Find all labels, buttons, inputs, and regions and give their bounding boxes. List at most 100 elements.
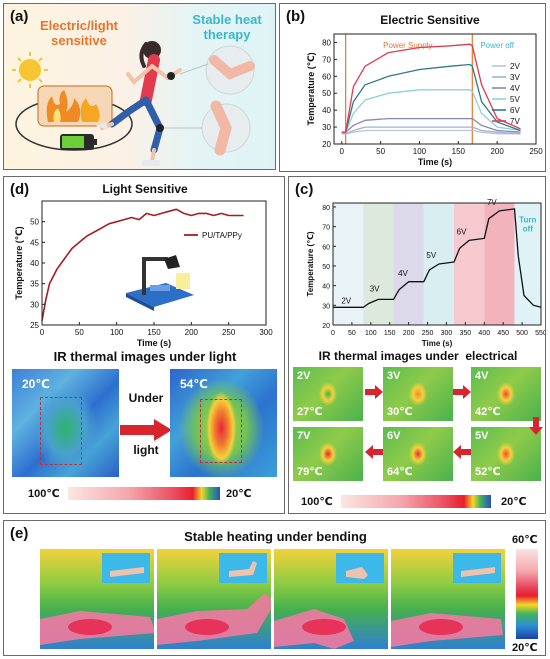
y-tick-label: 40 [322, 284, 330, 291]
y-tick-label: 45 [30, 238, 39, 247]
scale-min-label: 20℃ [512, 642, 538, 654]
under-light-text: Under [128, 391, 164, 405]
tile-temperature: 52℃ [475, 466, 501, 478]
step-label: 3V [370, 285, 380, 294]
panel-label: (b) [286, 8, 306, 25]
x-tick-label: 400 [478, 330, 490, 337]
finger-photo [110, 567, 144, 577]
before-temp: 20℃ [22, 377, 50, 391]
x-tick-label: 150 [147, 328, 161, 337]
y-tick-label: 70 [322, 225, 330, 232]
finger-heat-shape [391, 553, 503, 647]
tile-voltage: 3V [387, 370, 401, 382]
illustration [12, 41, 255, 166]
y-axis-label: Temperature (℃) [306, 52, 316, 125]
tile-voltage: 4V [475, 370, 489, 382]
finger-heat-shape [40, 553, 154, 645]
x-tick-label: 50 [376, 147, 385, 156]
panel-c: (c) 0 50 100 150 200 250 300 350 400 450 500 550 20 3… [288, 176, 546, 514]
runner-figure [96, 41, 182, 166]
tile-voltage: 5V [475, 430, 489, 442]
x-tick-label: 250 [529, 147, 543, 156]
x-tick-label: 150 [384, 330, 396, 337]
x-tick-label: 250 [222, 328, 236, 337]
x-tick-label: 100 [365, 330, 377, 337]
voltage-band [363, 203, 394, 325]
y-tick-label: 30 [322, 303, 330, 310]
voltage-band [393, 203, 424, 325]
voltage-band [454, 203, 485, 325]
electric-sensitive-chart: Electric Sensitive Power Supply Power off 0… [306, 13, 543, 167]
zoom-knee [164, 100, 251, 156]
legend-label: 6V [510, 106, 520, 115]
y-tick-label: 40 [322, 106, 331, 115]
photo-inset [219, 553, 267, 583]
sun-icon [12, 52, 48, 88]
x-tick-label: 200 [185, 328, 199, 337]
arrow-icon [453, 385, 471, 399]
scale-max-label: 100℃ [301, 496, 333, 508]
chart-title: Electric Sensitive [380, 13, 480, 27]
thermal-tile: 3V 30℃ [383, 367, 453, 421]
thermal-tile-grid: 2V 27℃ 3V 30℃ 4V 42℃ 7V 79℃ 6V 64℃ 5V 52℃ [289, 367, 545, 487]
thermal-tile: 6V 64℃ [383, 427, 453, 481]
x-tick-label: 50 [348, 330, 356, 337]
x-axis-label: Time (s) [422, 339, 453, 348]
roi-box [40, 397, 82, 465]
tile-temperature: 79℃ [297, 466, 323, 478]
thermal-tile: 5V 52℃ [471, 427, 541, 481]
bending-thermal-image [274, 549, 388, 649]
temperature-color-scale [68, 487, 220, 500]
temperature-color-scale [341, 495, 491, 508]
legend-label: PU/TA/PPy [202, 231, 242, 240]
x-tick-label: 300 [259, 328, 273, 337]
series-line-3v [341, 126, 521, 135]
x-tick-label: 200 [490, 147, 504, 156]
legend-label: 2V [510, 62, 520, 71]
panel-b: (b) Electric Sensitive Power Supply Power … [279, 3, 546, 172]
y-tick-label: 80 [322, 38, 331, 47]
x-tick-label: 100 [110, 328, 124, 337]
bending-image-row [40, 549, 505, 649]
turn-off-label: Turn [519, 216, 536, 225]
x-tick-label: 50 [75, 328, 84, 337]
panel-d: (d) Light Sensitive 0 50 100 150 200 250 300 25 3… [3, 176, 285, 514]
heating-film-icon [37, 85, 113, 127]
y-tick-label: 50 [322, 89, 331, 98]
y-tick-label: 60 [322, 72, 331, 81]
panel-label: (e) [10, 525, 29, 542]
tile-voltage: 2V [297, 370, 311, 382]
panel-label: (c) [295, 181, 314, 198]
scale-min-label: 20℃ [226, 488, 252, 500]
y-tick-label: 20 [322, 323, 330, 330]
tile-temperature: 27℃ [297, 406, 323, 418]
series-line-6v [341, 63, 521, 133]
y-tick-label: 40 [30, 259, 39, 268]
power-supply-annotation: Power Supply [383, 41, 432, 50]
thermal-tile: 7V 79℃ [293, 427, 363, 481]
series-line-5v [341, 89, 521, 133]
thermal-tile: 4V 42℃ [471, 367, 541, 421]
x-tick-label: 500 [516, 330, 528, 337]
thermal-image-before: 20℃ [12, 369, 119, 477]
scale-min-label: 20℃ [501, 496, 527, 508]
y-tick-label: 35 [30, 280, 39, 289]
finger-photo [346, 567, 368, 579]
plot-frame [333, 33, 537, 145]
arrow-right-icon [120, 419, 172, 441]
x-tick-label: 350 [460, 330, 472, 337]
tile-voltage: 7V [297, 430, 311, 442]
light-setup-icon [126, 255, 194, 311]
y-tick-label: 25 [30, 321, 39, 330]
thermal-image-after: 54℃ [170, 369, 277, 477]
tile-temperature: 30℃ [387, 406, 413, 418]
x-tick-label: 150 [452, 147, 466, 156]
battery-icon [60, 134, 97, 150]
turn-off-label: off [523, 225, 534, 234]
y-tick-label: 70 [322, 55, 331, 64]
step-label: 5V [426, 251, 436, 260]
power-off-annotation: Power off [480, 41, 514, 50]
step-label: 7V [487, 198, 497, 207]
legend-label: 3V [510, 73, 520, 82]
arrow-icon [453, 445, 471, 459]
